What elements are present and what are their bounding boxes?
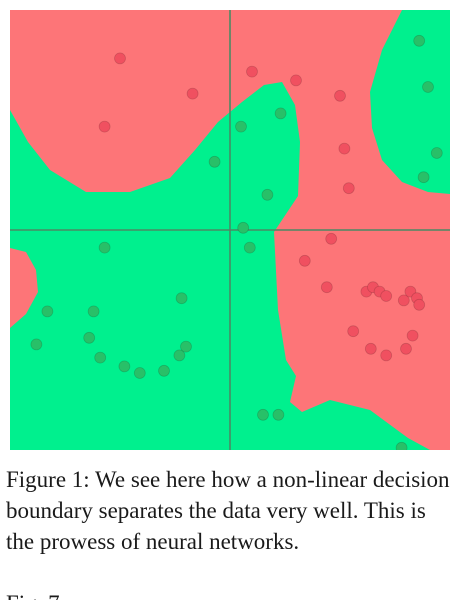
red-region-left-bulge <box>10 248 38 328</box>
data-points <box>30 34 443 450</box>
red-regions <box>10 10 450 450</box>
green-point-0 <box>413 34 426 47</box>
decision-boundary-plot <box>10 10 450 450</box>
red-point-23 <box>406 329 419 342</box>
red-point-14 <box>380 290 393 302</box>
green-point-15 <box>30 338 43 351</box>
red-point-21 <box>380 349 393 362</box>
green-point-1 <box>422 81 434 93</box>
green-point-11 <box>175 292 188 305</box>
red-region-top-band <box>10 10 450 450</box>
green-point-20 <box>180 340 192 353</box>
red-point-6 <box>338 142 351 155</box>
red-point-2 <box>98 120 111 133</box>
red-point-15 <box>397 294 410 307</box>
red-point-18 <box>413 298 426 311</box>
red-point-8 <box>325 232 338 245</box>
red-point-9 <box>298 254 311 267</box>
green-point-17 <box>133 367 146 379</box>
green-point-12 <box>41 305 54 318</box>
green-point-24 <box>395 441 408 450</box>
green-point-23 <box>272 408 285 421</box>
green-point-2 <box>430 147 443 159</box>
red-point-5 <box>334 89 346 102</box>
red-point-20 <box>364 342 377 355</box>
caption-label: Figure 1: <box>6 467 90 492</box>
green-point-13 <box>83 331 96 344</box>
red-point-10 <box>320 281 333 294</box>
red-point-0 <box>114 52 126 65</box>
green-point-9 <box>237 221 250 234</box>
green-point-21 <box>87 305 100 318</box>
red-point-19 <box>347 325 360 338</box>
red-point-3 <box>246 65 258 78</box>
green-point-18 <box>158 364 170 377</box>
green-point-10 <box>243 241 256 254</box>
green-point-7 <box>261 188 274 201</box>
green-point-5 <box>208 155 221 168</box>
caption-text: We see here how a non-linear decision bo… <box>6 467 450 554</box>
red-point-1 <box>186 87 199 100</box>
red-point-7 <box>342 182 355 195</box>
decision-boundary-figure <box>10 10 450 450</box>
red-point-4 <box>290 74 302 87</box>
green-point-3 <box>417 171 430 184</box>
green-point-4 <box>235 120 247 133</box>
green-point-22 <box>257 408 269 421</box>
green-point-14 <box>94 351 107 364</box>
green-point-8 <box>98 241 111 254</box>
red-point-22 <box>400 342 412 355</box>
green-point-19 <box>173 349 186 362</box>
green-point-16 <box>118 360 131 373</box>
green-point-6 <box>274 107 287 120</box>
cut-off-next-line: Fig. 7 <box>6 588 126 600</box>
figure-caption: Figure 1: We see here how a non-linear d… <box>6 464 458 557</box>
